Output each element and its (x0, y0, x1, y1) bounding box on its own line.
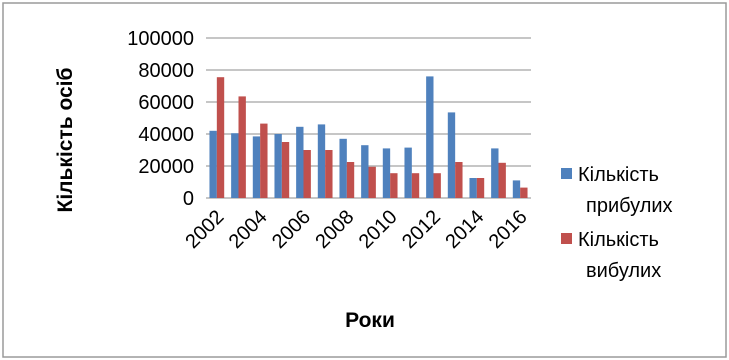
bar-series-2-2010 (390, 173, 398, 198)
legend-item-series-2: Кількість вибулих (561, 229, 661, 282)
bar-series-1-2009 (361, 145, 369, 198)
bar-series-1-2010 (382, 148, 391, 198)
bar-series-1-2008 (339, 138, 347, 198)
bar-series-1-2014 (469, 178, 477, 198)
bar-series-2-2007 (325, 150, 333, 198)
x-axis-title: Роки (345, 309, 395, 332)
y-tick-label: 60000 (138, 92, 194, 114)
bar-series-1-2011 (404, 147, 412, 198)
bar-series-2-2015 (498, 162, 506, 198)
y-tick-label: 20000 (138, 156, 194, 178)
bar-series-2-2008 (346, 162, 355, 198)
legend-item-series-1: Кількість прибулих (561, 164, 673, 217)
legend-swatch (561, 168, 572, 179)
bar-series-2-2009 (368, 166, 376, 198)
bar-series-2-2006 (303, 150, 311, 198)
legend-label-line2: прибулих (586, 195, 673, 217)
bar-series-1-2016 (512, 180, 521, 198)
bar-series-1-2004 (252, 136, 261, 198)
y-axis-ticks: 0 20000 40000 60000 80000 100000 (127, 28, 194, 210)
bar-series-2-2004 (260, 123, 268, 198)
y-tick-label: 100000 (127, 28, 194, 50)
legend-swatch (561, 233, 572, 244)
bar-series-1-2002 (209, 130, 217, 198)
bar-series-1-2005 (274, 134, 282, 198)
legend-label-line1: Кількість (578, 164, 659, 186)
legend: Кількість прибулих Кількість вибулих (561, 164, 673, 282)
bar-series-2-2005 (281, 142, 290, 198)
bar-series-1-2015 (491, 148, 499, 198)
bars (209, 76, 528, 198)
bar-series-2-2003 (238, 96, 246, 198)
bar-series-2-2014 (476, 178, 485, 198)
bar-series-1-2013 (447, 112, 456, 198)
y-tick-label: 0 (183, 188, 194, 210)
bar-series-2-2011 (411, 173, 420, 198)
legend-label-line1: Кількість (578, 229, 659, 251)
y-tick-label: 80000 (138, 60, 194, 82)
bar-series-2-2016 (520, 187, 528, 198)
bar-series-2-2002 (216, 77, 225, 198)
y-tick-label: 40000 (138, 124, 194, 146)
bar-series-1-2006 (296, 126, 304, 198)
bar-series-1-2012 (426, 76, 434, 198)
bar-series-1-2003 (231, 133, 239, 198)
bar-series-2-2013 (455, 162, 463, 198)
bar-series-2-2012 (433, 173, 441, 198)
bar-series-1-2007 (317, 124, 326, 198)
legend-label-line2: вибулих (586, 260, 661, 282)
y-axis-title: Кількість осіб (54, 67, 77, 212)
